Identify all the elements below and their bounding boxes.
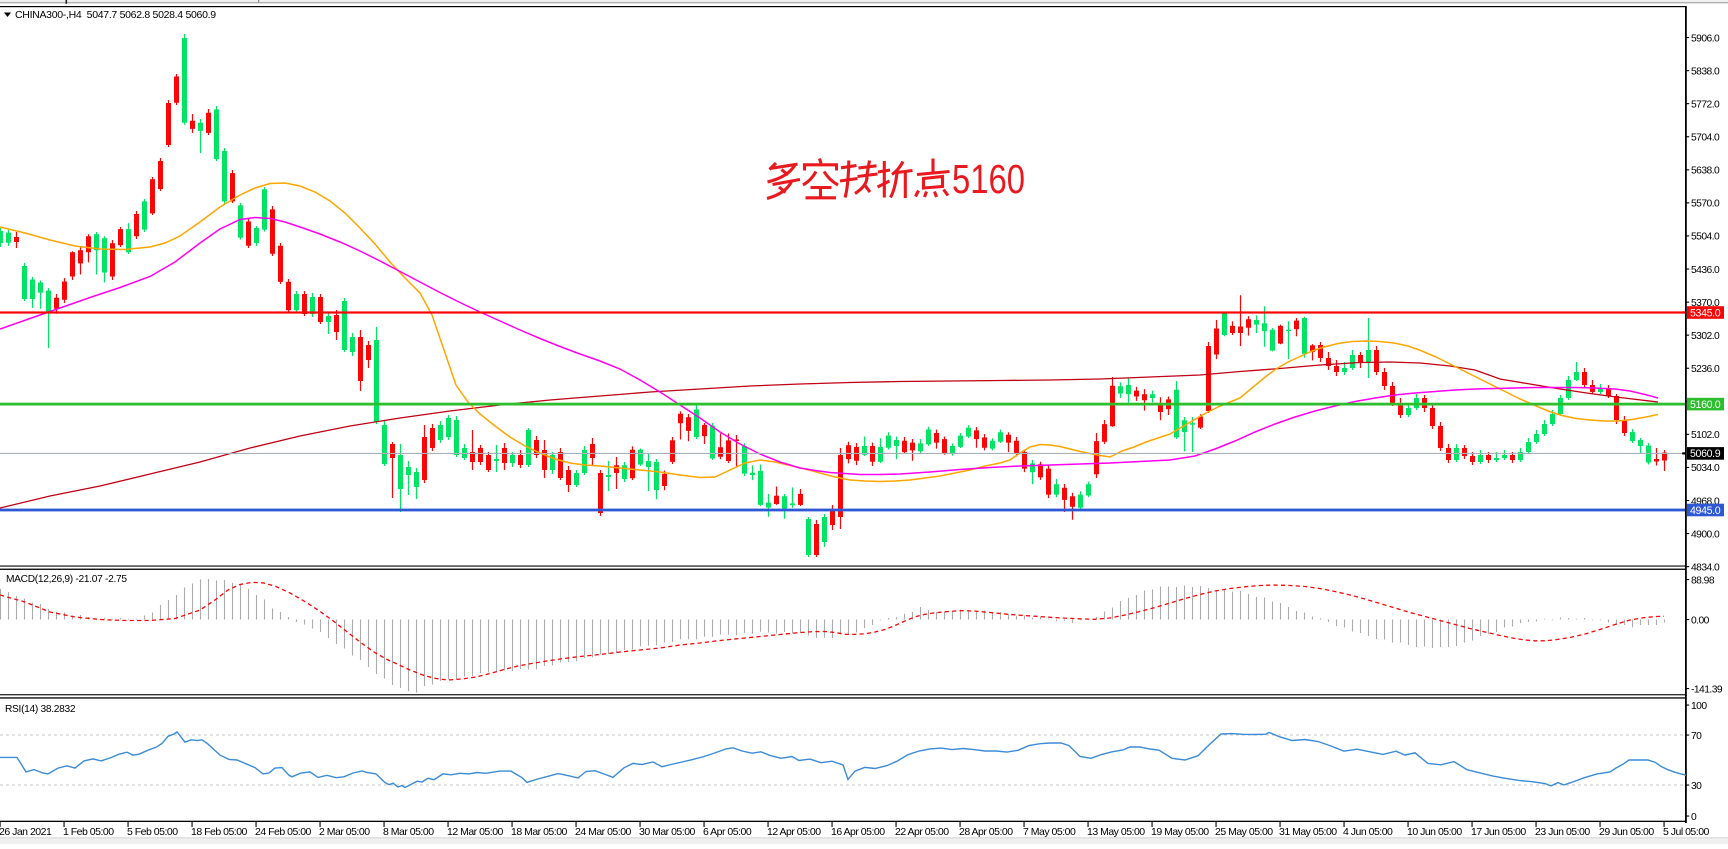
svg-text:5160: 5160 [952, 156, 1025, 202]
svg-text:31 May 05:00: 31 May 05:00 [1279, 826, 1337, 838]
svg-text:13 May 05:00: 13 May 05:00 [1087, 826, 1145, 838]
svg-text:4834.0: 4834.0 [1691, 562, 1720, 573]
svg-text:5906.0: 5906.0 [1691, 33, 1720, 44]
svg-text:70: 70 [1691, 731, 1702, 742]
svg-text:MACD(12,26,9) -21.07 -2.75: MACD(12,26,9) -21.07 -2.75 [6, 574, 127, 585]
svg-text:5570.0: 5570.0 [1691, 199, 1720, 210]
svg-text:24 Mar 05:00: 24 Mar 05:00 [575, 826, 632, 838]
svg-text:5436.0: 5436.0 [1691, 265, 1720, 276]
svg-text:28 Apr 05:00: 28 Apr 05:00 [959, 826, 1013, 838]
svg-text:5 Jul 05:00: 5 Jul 05:00 [1663, 826, 1710, 838]
svg-text:30: 30 [1691, 781, 1702, 792]
svg-text:7 May 05:00: 7 May 05:00 [1023, 826, 1076, 838]
svg-text:19 May 05:00: 19 May 05:00 [1151, 826, 1209, 838]
svg-text:6 Apr 05:00: 6 Apr 05:00 [703, 826, 752, 838]
svg-text:-141.39: -141.39 [1691, 684, 1723, 695]
svg-text:5345.0: 5345.0 [1690, 307, 1721, 319]
svg-text:5838.0: 5838.0 [1691, 66, 1720, 77]
svg-text:12 Mar 05:00: 12 Mar 05:00 [447, 826, 504, 838]
svg-text:4900.0: 4900.0 [1691, 529, 1720, 540]
svg-text:1 Feb 05:00: 1 Feb 05:00 [63, 826, 114, 838]
svg-text:0.00: 0.00 [1691, 615, 1710, 626]
svg-text:23 Jun 05:00: 23 Jun 05:00 [1535, 826, 1590, 838]
svg-text:5 Feb 05:00: 5 Feb 05:00 [127, 826, 178, 838]
svg-text:24 Feb 05:00: 24 Feb 05:00 [255, 826, 312, 838]
svg-text:22 Apr 05:00: 22 Apr 05:00 [895, 826, 949, 838]
svg-text:5102.0: 5102.0 [1691, 430, 1720, 441]
svg-text:0: 0 [1691, 812, 1697, 823]
svg-text:8 Mar 05:00: 8 Mar 05:00 [383, 826, 434, 838]
svg-text:10 Jun 05:00: 10 Jun 05:00 [1407, 826, 1462, 838]
svg-text:88.98: 88.98 [1691, 575, 1715, 586]
svg-text:5704.0: 5704.0 [1691, 133, 1720, 144]
svg-text:5370.0: 5370.0 [1691, 298, 1720, 309]
svg-text:18 Feb 05:00: 18 Feb 05:00 [191, 826, 248, 838]
svg-text:12 Apr 05:00: 12 Apr 05:00 [767, 826, 821, 838]
svg-text:26 Jan 2021: 26 Jan 2021 [0, 826, 52, 838]
svg-text:4945.0: 4945.0 [1690, 505, 1721, 517]
svg-text:5034.0: 5034.0 [1691, 463, 1720, 474]
svg-text:25 May 05:00: 25 May 05:00 [1215, 826, 1273, 838]
svg-text:5504.0: 5504.0 [1691, 232, 1720, 243]
svg-text:CHINA300-,H4 5047.7 5062.8 50: CHINA300-,H4 5047.7 5062.8 5028.4 5060.9 [15, 9, 216, 21]
svg-text:4 Jun 05:00: 4 Jun 05:00 [1343, 826, 1393, 838]
svg-text:5160.0: 5160.0 [1690, 399, 1721, 411]
svg-text:5236.0: 5236.0 [1691, 364, 1720, 375]
svg-text:17 Jun 05:00: 17 Jun 05:00 [1471, 826, 1526, 838]
svg-text:5060.9: 5060.9 [1690, 448, 1721, 460]
svg-text:30 Mar 05:00: 30 Mar 05:00 [639, 826, 696, 838]
svg-text:4968.0: 4968.0 [1691, 496, 1720, 507]
svg-text:18 Mar 05:00: 18 Mar 05:00 [511, 826, 568, 838]
svg-text:2 Mar 05:00: 2 Mar 05:00 [319, 826, 370, 838]
svg-text:29 Jun 05:00: 29 Jun 05:00 [1599, 826, 1654, 838]
svg-text:5638.0: 5638.0 [1691, 166, 1720, 177]
svg-text:16 Apr 05:00: 16 Apr 05:00 [831, 826, 885, 838]
svg-text:RSI(14) 38.2832: RSI(14) 38.2832 [5, 704, 76, 715]
svg-text:100: 100 [1691, 701, 1707, 712]
svg-text:5302.0: 5302.0 [1691, 331, 1720, 342]
svg-text:5772.0: 5772.0 [1691, 99, 1720, 110]
